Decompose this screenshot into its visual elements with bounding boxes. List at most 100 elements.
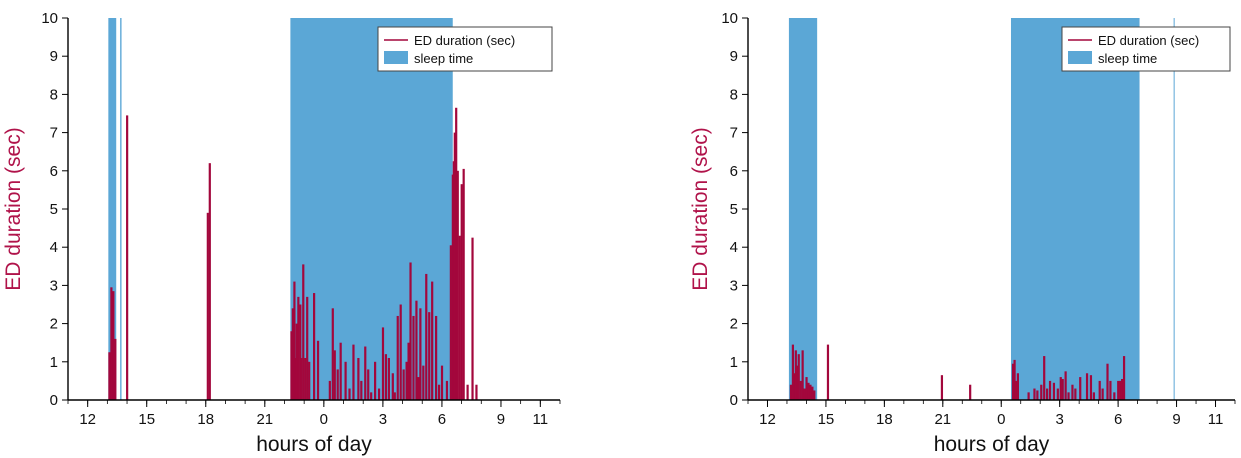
- y-tick-label: 0: [50, 392, 58, 409]
- ed-bar: [1040, 384, 1043, 400]
- ed-bar: [826, 344, 830, 400]
- y-tick-label: 2: [50, 316, 58, 333]
- ed-bar: [1067, 392, 1070, 400]
- ed-bar: [110, 287, 113, 400]
- ed-bar: [440, 365, 444, 400]
- sleep-band: [120, 18, 122, 400]
- ed-bar: [1071, 384, 1074, 400]
- ed-bar: [308, 361, 311, 400]
- x-tick-label: 21: [934, 411, 951, 428]
- ed-bar: [1106, 363, 1109, 400]
- ed-bar: [381, 327, 385, 400]
- ed-bar: [453, 132, 456, 400]
- sleep-band: [1010, 18, 1140, 400]
- ed-bar: [331, 308, 334, 400]
- legend-sleep-label: sleep time: [414, 51, 473, 66]
- ed-bar: [360, 380, 363, 400]
- x-tick-label: 3: [1056, 411, 1064, 428]
- y-tick-label: 6: [730, 163, 738, 180]
- legend: ED duration (sec) sleep time: [377, 26, 553, 72]
- ed-bar: [460, 184, 463, 400]
- x-tick-label: 6: [1114, 411, 1122, 428]
- y-tick-label: 7: [730, 125, 738, 142]
- ed-bar: [399, 304, 402, 400]
- ed-bar: [357, 357, 360, 400]
- ed-bar: [437, 384, 441, 400]
- ed-bar: [304, 357, 307, 400]
- ed-bar: [1079, 377, 1082, 400]
- y-tick-label: 3: [730, 277, 738, 294]
- sleep-band: [788, 18, 818, 400]
- ed-bar: [313, 293, 316, 400]
- y-tick-label: 6: [50, 163, 58, 180]
- y-tick-label: 10: [41, 10, 58, 27]
- ed-bar: [336, 369, 339, 400]
- x-tick-label: 9: [1172, 411, 1180, 428]
- ed-bar: [396, 315, 399, 400]
- ed-bar: [422, 365, 425, 400]
- ed-bar: [114, 338, 117, 400]
- ed-bar: [300, 357, 303, 400]
- ed-bar: [1043, 356, 1046, 400]
- ed-bar: [1059, 377, 1062, 400]
- ed-bar: [302, 264, 305, 400]
- ed-bar: [805, 377, 808, 400]
- ed-bar: [431, 281, 434, 400]
- ed-bar: [328, 380, 331, 400]
- ed-bar: [1046, 388, 1049, 400]
- ed-bar: [940, 375, 944, 400]
- x-tick-label: 15: [818, 411, 835, 428]
- ed-bar: [1036, 390, 1039, 400]
- ed-bar: [435, 315, 438, 400]
- ed-bar: [1119, 380, 1122, 400]
- ed-bar: [425, 273, 428, 400]
- legend-ed-label: ED duration (sec): [1098, 33, 1199, 48]
- y-tick-label: 7: [50, 125, 58, 142]
- ed-bar: [466, 384, 469, 400]
- ed-bar: [793, 373, 796, 400]
- x-tick-label: 12: [759, 411, 776, 428]
- ed-bar: [455, 107, 458, 401]
- ed-bar: [377, 388, 381, 400]
- ed-bar: [1089, 375, 1093, 400]
- ed-bar: [797, 354, 800, 400]
- ed-bar: [1109, 380, 1112, 400]
- ed-bar: [1085, 373, 1089, 400]
- ed-bar: [294, 357, 297, 400]
- ed-bar: [449, 245, 452, 400]
- ed-bar: [1014, 380, 1018, 400]
- ed-bar: [126, 115, 129, 400]
- ed-bar: [809, 384, 812, 400]
- ed-bar: [206, 212, 209, 400]
- x-tick-label: 11: [1208, 411, 1224, 428]
- ed-bar: [295, 323, 298, 400]
- y-tick-label: 2: [730, 316, 738, 333]
- ed-bar: [803, 388, 806, 400]
- ed-bar: [297, 296, 300, 400]
- ed-bar: [208, 163, 211, 400]
- x-tick-label: 18: [197, 411, 214, 428]
- x-tick-label: 12: [79, 411, 96, 428]
- x-tick-label: 21: [256, 411, 273, 428]
- legend: ED duration (sec) sleep time: [1061, 26, 1231, 72]
- y-tick-label: 8: [730, 86, 738, 103]
- ed-bar: [445, 380, 449, 400]
- ed-bar: [813, 390, 816, 400]
- ed-bar: [367, 369, 370, 400]
- sleep-band: [1173, 18, 1175, 400]
- ed-bar: [1121, 378, 1124, 400]
- ed-bar: [316, 340, 320, 400]
- ed-bar: [409, 262, 412, 400]
- ed-bar: [1033, 388, 1036, 400]
- ed-bar: [1092, 392, 1095, 400]
- y-tick-label: 0: [730, 392, 738, 409]
- ed-bar: [352, 344, 355, 400]
- ed-bar: [1098, 380, 1101, 400]
- ed-bar: [1056, 388, 1059, 400]
- y-tick-label: 1: [730, 354, 738, 371]
- x-tick-label: 15: [138, 411, 155, 428]
- x-axis-title: hours of day: [934, 433, 1050, 456]
- ed-bar: [1074, 388, 1077, 400]
- legend-sleep-swatch: [384, 51, 408, 64]
